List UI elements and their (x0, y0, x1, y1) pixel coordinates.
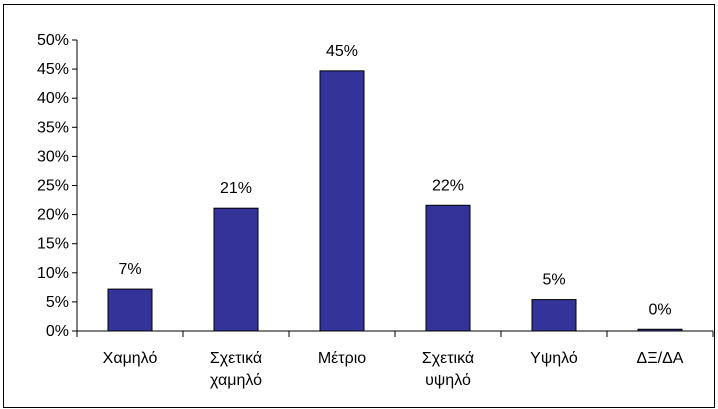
bar (319, 70, 365, 332)
y-tick-label: 40% (37, 90, 69, 107)
x-category-label: Χαμηλό (103, 350, 158, 367)
data-label: 5% (542, 272, 565, 289)
bar (107, 288, 153, 332)
y-tick-label: 45% (37, 61, 69, 78)
x-category-label: υψηλό (425, 372, 471, 389)
x-category-label: Σχετικά (210, 350, 262, 367)
x-category-label: ΔΞ/ΔΑ (637, 350, 684, 367)
y-tick-label: 20% (37, 207, 69, 224)
y-tick-label: 5% (46, 294, 69, 311)
y-tick-label: 0% (46, 323, 69, 340)
y-tick-label: 10% (37, 265, 69, 282)
bar (213, 207, 259, 332)
y-tick-label: 25% (37, 178, 69, 195)
y-tick-label: 35% (37, 119, 69, 136)
data-label: 21% (220, 180, 252, 197)
y-tick-label: 50% (37, 32, 69, 49)
y-tick-label: 30% (37, 148, 69, 165)
y-tick-label: 15% (37, 236, 69, 253)
bar (637, 328, 683, 332)
x-category-label: Μέτριο (318, 350, 366, 367)
data-label: 7% (118, 261, 141, 278)
data-label: 22% (432, 177, 464, 194)
bar (531, 299, 577, 332)
data-label: 45% (326, 43, 358, 60)
x-category-label: Υψηλό (530, 350, 578, 367)
x-category-label: χαμηλό (210, 372, 262, 389)
data-label: 0% (648, 301, 671, 318)
bar (425, 204, 471, 332)
x-category-label: Σχετικά (422, 350, 474, 367)
